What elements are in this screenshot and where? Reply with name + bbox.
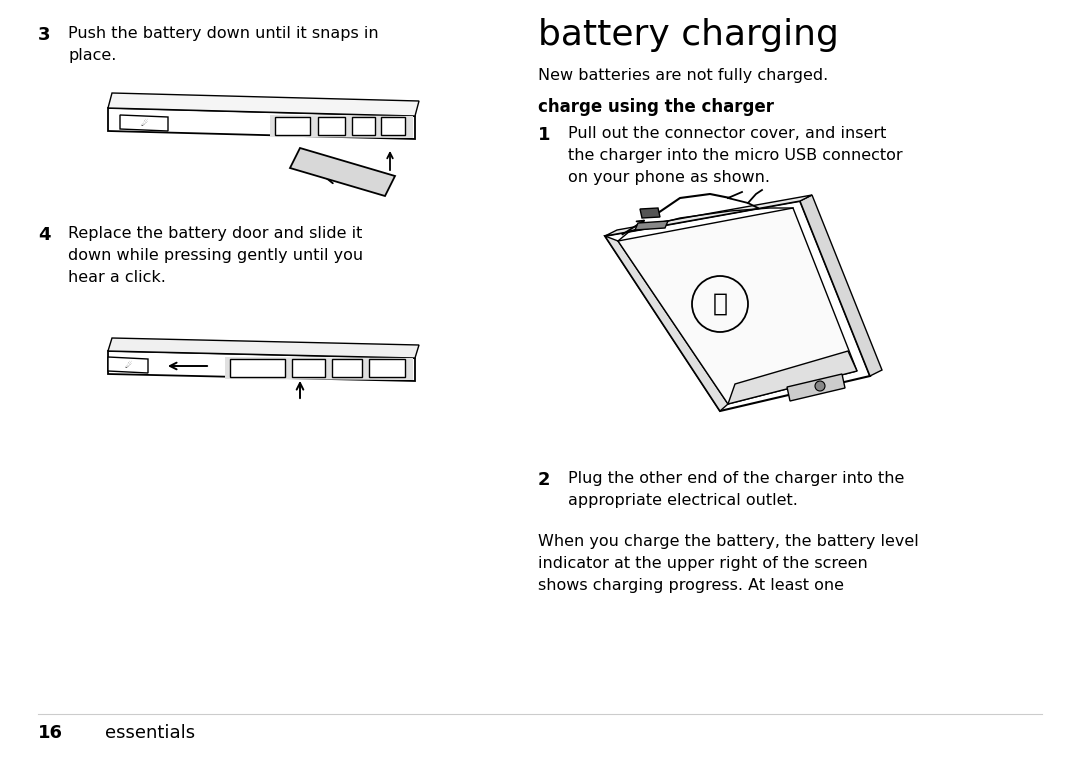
Text: Push the battery down until it snaps in
place.: Push the battery down until it snaps in …	[68, 26, 379, 64]
Polygon shape	[332, 359, 362, 377]
Polygon shape	[800, 195, 882, 376]
Text: Ⓜ: Ⓜ	[713, 292, 728, 316]
Polygon shape	[605, 195, 812, 236]
Polygon shape	[108, 93, 419, 116]
Polygon shape	[787, 374, 845, 401]
Text: battery charging: battery charging	[538, 18, 839, 52]
Text: 3: 3	[38, 26, 51, 44]
Polygon shape	[635, 221, 669, 230]
Polygon shape	[381, 117, 405, 135]
Polygon shape	[120, 115, 168, 131]
Text: New batteries are not fully charged.: New batteries are not fully charged.	[538, 68, 828, 83]
Polygon shape	[640, 208, 660, 218]
Text: 2: 2	[538, 471, 551, 489]
Polygon shape	[605, 201, 870, 411]
Polygon shape	[275, 117, 310, 135]
Text: 1: 1	[538, 126, 551, 144]
Text: Replace the battery door and slide it
down while pressing gently until you
hear : Replace the battery door and slide it do…	[68, 226, 363, 286]
Polygon shape	[230, 359, 285, 377]
Polygon shape	[108, 357, 148, 373]
Polygon shape	[292, 359, 325, 377]
Polygon shape	[270, 115, 413, 138]
Polygon shape	[108, 338, 419, 358]
Polygon shape	[618, 208, 858, 404]
Polygon shape	[728, 351, 858, 404]
Text: Plug the other end of the charger into the
appropriate electrical outlet.: Plug the other end of the charger into t…	[568, 471, 904, 508]
Polygon shape	[605, 236, 728, 411]
Text: ☄: ☄	[124, 361, 132, 369]
Polygon shape	[291, 148, 395, 196]
Circle shape	[815, 381, 825, 391]
Text: charge using the charger: charge using the charger	[538, 98, 774, 116]
Text: essentials: essentials	[105, 724, 195, 742]
Polygon shape	[352, 117, 375, 135]
Text: When you charge the battery, the battery level
indicator at the upper right of t: When you charge the battery, the battery…	[538, 534, 919, 594]
Text: ☄: ☄	[140, 119, 148, 127]
Polygon shape	[369, 359, 405, 377]
Polygon shape	[225, 357, 413, 380]
Text: Pull out the connector cover, and insert
the charger into the micro USB connecto: Pull out the connector cover, and insert…	[568, 126, 903, 185]
Text: 16: 16	[38, 724, 63, 742]
Polygon shape	[318, 117, 345, 135]
Polygon shape	[108, 108, 415, 139]
Polygon shape	[108, 351, 415, 381]
Text: 4: 4	[38, 226, 51, 244]
